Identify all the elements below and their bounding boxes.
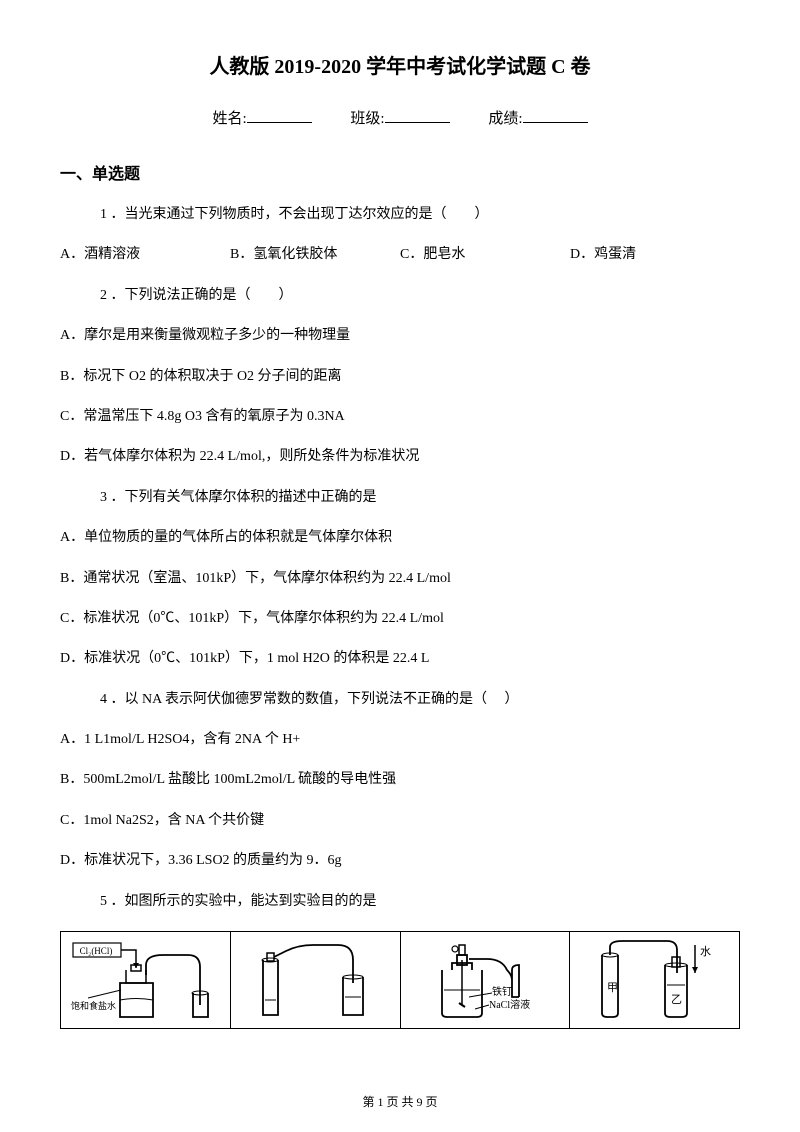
q2-opt-a: A．摩尔是用来衡量微观粒子多少的一种物理量 xyxy=(60,325,740,347)
page-footer: 第 1 页 共 9 页 xyxy=(0,1093,800,1110)
figure-3: 铁钉 NaCl溶液 xyxy=(401,932,571,1028)
figure-2 xyxy=(231,932,401,1028)
q3-opt-b: B．通常状况（室温、101kP）下，气体摩尔体积约为 22.4 L/mol xyxy=(60,568,740,590)
q2-opt-b: B．标况下 O2 的体积取决于 O2 分子间的距离 xyxy=(60,366,740,388)
q1-opt-b: B．氢氧化铁胶体 xyxy=(230,244,400,266)
q1-opt-d: D．鸡蛋清 xyxy=(570,244,740,266)
name-label: 姓名: xyxy=(212,111,246,127)
figure-4: 甲 乙 水 xyxy=(570,932,739,1028)
q4-opt-d: D．标准状况下，3.36 LSO2 的质量约为 9．6g xyxy=(60,850,740,872)
q2-opt-c: C．常温常压下 4.8g O3 含有的氧原子为 0.3NA xyxy=(60,406,740,428)
info-line: 姓名: 班级: 成绩: xyxy=(60,107,740,128)
q3-text: 3 ．下列有关气体摩尔体积的描述中正确的是 xyxy=(60,487,740,509)
q4-opt-b: B．500mL2mol/L 盐酸比 100mL2mol/L 硫酸的导电性强 xyxy=(60,769,740,791)
q5-text: 5 ．如图所示的实验中，能达到实验目的的是 xyxy=(60,891,740,913)
q2-text: 2 ．下列说法正确的是（ ） xyxy=(60,285,740,307)
q1-opt-a: A．酒精溶液 xyxy=(60,244,230,266)
q3-opt-c: C．标准状况（0℃、101kP）下，气体摩尔体积约为 22.4 L/mol xyxy=(60,608,740,630)
score-blank xyxy=(523,122,588,123)
f4-label2: 甲 xyxy=(607,982,618,994)
f4-label1: 水 xyxy=(700,945,711,958)
q4-opt-a: A．1 L1mol/L H2SO4，含有 2NA 个 H+ xyxy=(60,729,740,751)
q1-options: A．酒精溶液 B．氢氧化铁胶体 C．肥皂水 D．鸡蛋清 xyxy=(60,244,740,266)
q1-opt-c: C．肥皂水 xyxy=(400,244,570,266)
q4-text: 4 ．以 NA 表示阿伏伽德罗常数的数值，下列说法不正确的是（ ） xyxy=(60,689,740,711)
f3-label2: NaCl溶液 xyxy=(489,998,530,1011)
f1-label2: 饱和食盐水 xyxy=(71,1000,116,1011)
f4-label3: 乙 xyxy=(671,993,682,1006)
q1-text: 1 ．当光束通过下列物质时，不会出现丁达尔效应的是（ ） xyxy=(60,204,740,226)
page-title: 人教版 2019-2020 学年中考试化学试题 C 卷 xyxy=(60,50,740,79)
q3-opt-a: A．单位物质的量的气体所占的体积就是气体摩尔体积 xyxy=(60,527,740,549)
figures-row: Cl₂(HCl) 饱和食盐水 xyxy=(60,931,740,1029)
f1-label1: Cl₂(HCl) xyxy=(80,946,113,956)
f3-label1: 铁钉 xyxy=(492,985,512,998)
name-blank xyxy=(247,122,312,123)
q2-opt-d: D．若气体摩尔体积为 22.4 L/mol,，则所处条件为标准状况 xyxy=(60,446,740,468)
figure-1: Cl₂(HCl) 饱和食盐水 xyxy=(61,932,231,1028)
section-header: 一、单选题 xyxy=(60,160,740,184)
score-label: 成绩: xyxy=(488,111,522,127)
class-blank xyxy=(385,122,450,123)
q4-opt-c: C．1mol Na2S2，含 NA 个共价键 xyxy=(60,810,740,832)
q3-opt-d: D．标准状况（0℃、101kP）下，1 mol H2O 的体积是 22.4 L xyxy=(60,648,740,670)
class-label: 班级: xyxy=(350,111,384,127)
